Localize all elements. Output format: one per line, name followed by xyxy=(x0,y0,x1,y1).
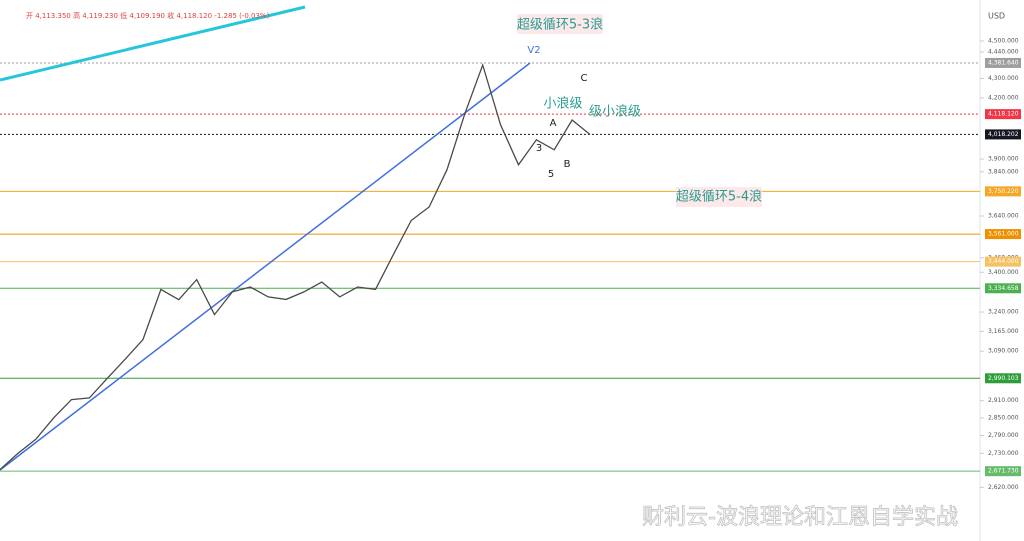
level-label: 3,750.220 xyxy=(988,188,1019,195)
level-label: 3,334.658 xyxy=(988,285,1019,292)
level-label-bg xyxy=(985,283,1021,294)
annotation: 超级循环5-4浪 xyxy=(676,190,762,205)
price-axis xyxy=(980,0,1024,541)
level-label-bg xyxy=(985,229,1021,240)
y-tick-label: 2,910.000 xyxy=(988,397,1019,404)
y-tick-label: 2,790.000 xyxy=(988,432,1019,439)
level-label-bg xyxy=(985,466,1021,477)
y-tick-label: 4,440.000 xyxy=(988,49,1019,56)
annotation: 超级循环5-3浪 xyxy=(517,18,603,33)
y-tick-label: 3,400.000 xyxy=(988,269,1019,276)
wave-label: 5 xyxy=(548,169,554,180)
level-label: 3,561.000 xyxy=(988,231,1019,238)
y-tick-label: 2,730.000 xyxy=(988,450,1019,457)
wave-label: C xyxy=(581,73,588,84)
price-line xyxy=(0,62,591,471)
wave-label: V2 xyxy=(527,45,540,56)
annotation-bg xyxy=(676,187,762,207)
currency: USD xyxy=(988,12,1005,21)
y-tick-label: 3,240.000 xyxy=(988,309,1019,316)
y-tick-label: 4,500.000 xyxy=(988,37,1019,44)
level-label: 3,444.000 xyxy=(988,258,1019,265)
wave-label: B xyxy=(564,159,571,170)
y-tick-label: 3,165.000 xyxy=(988,328,1019,335)
level-label-bg xyxy=(985,256,1021,267)
y-tick-label: 3,900.000 xyxy=(988,156,1019,163)
wave-label: A xyxy=(550,118,557,129)
watermark: 财利云-波浪理论和江恩自学实战 xyxy=(642,505,958,530)
level-label-bg xyxy=(985,186,1021,197)
trend-line xyxy=(0,62,531,471)
y-tick-label: 4,300.000 xyxy=(988,75,1019,82)
level-label: 4,381.640 xyxy=(988,59,1019,66)
trend-line xyxy=(0,5,306,82)
ohlc-header: 开 4,113.350 高 4,119.230 低 4,109.190 收 4,… xyxy=(26,11,270,20)
annotation: 小浪级 xyxy=(543,97,582,112)
level-label: 4,118.120 xyxy=(988,111,1019,118)
level-label-bg xyxy=(985,129,1021,140)
y-tick-label: 4,200.000 xyxy=(988,94,1019,101)
y-tick-label: 2,850.000 xyxy=(988,414,1019,421)
level-label-bg xyxy=(985,109,1021,120)
level-label: 2,671.730 xyxy=(988,468,1019,475)
level-label: 2,990.103 xyxy=(988,375,1019,382)
y-tick-label: 3,090.000 xyxy=(988,348,1019,355)
wave-label: 3 xyxy=(536,143,542,154)
level-label-bg xyxy=(985,57,1021,68)
level-label-bg xyxy=(985,373,1021,384)
y-tick-label: 3,840.000 xyxy=(988,168,1019,175)
y-tick-label: 3,640.000 xyxy=(988,212,1019,219)
annotation: 级小浪级 xyxy=(589,105,641,120)
y-tick-label: 2,620.000 xyxy=(988,484,1019,491)
level-label: 4,018.202 xyxy=(988,131,1019,138)
annotation-bg xyxy=(517,14,603,34)
